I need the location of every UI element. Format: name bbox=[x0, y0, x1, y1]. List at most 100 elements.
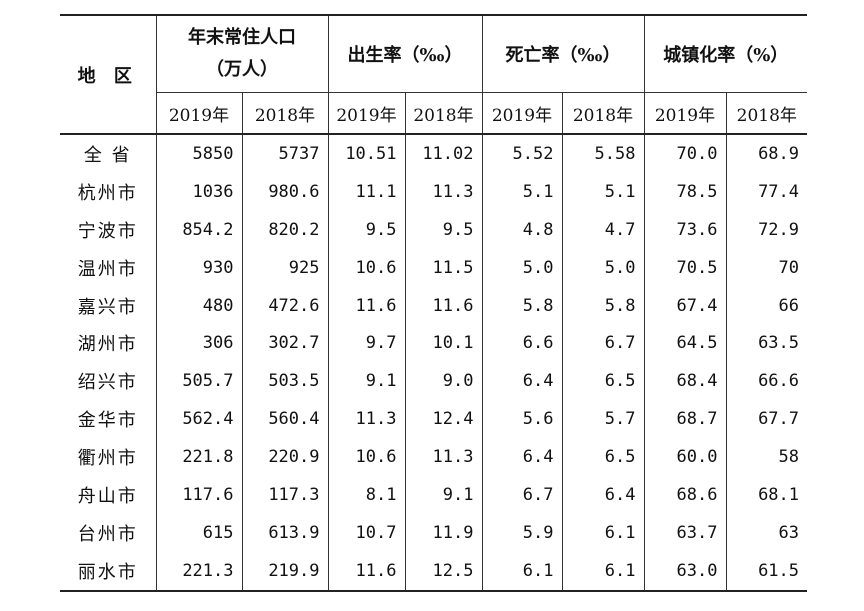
value-cell: 68.6 bbox=[644, 476, 727, 514]
value-cell: 78.5 bbox=[644, 172, 727, 211]
value-cell: 63.5 bbox=[758, 333, 800, 354]
region-column-header: 地 区 bbox=[60, 14, 157, 135]
region-cell: 嘉兴市 bbox=[60, 286, 157, 325]
value-cell: 6.7 bbox=[562, 324, 645, 363]
year-header: 2018年 bbox=[405, 92, 483, 135]
value-cell: 63 bbox=[778, 522, 800, 543]
value-cell: 5.7 bbox=[562, 400, 645, 439]
value-cell: 66 bbox=[778, 295, 800, 316]
value-cell: 5.58 bbox=[562, 134, 645, 173]
value-cell: 60.0 bbox=[644, 438, 727, 477]
value-cell: 68.7 bbox=[644, 400, 727, 439]
year-header: 2019年 bbox=[156, 92, 243, 135]
value-cell: 6.4 bbox=[482, 438, 563, 477]
value-cell: 930 bbox=[156, 248, 243, 287]
value-cell: 5.1 bbox=[562, 172, 645, 211]
value-cell: 4.8 bbox=[482, 210, 563, 249]
death-rate-group-header: 死亡率（‰） bbox=[482, 14, 645, 93]
year-header: 2018年 bbox=[562, 92, 645, 135]
birth-rate-group-header: 出生率（‰） bbox=[328, 14, 483, 93]
value-cell: 11.3 bbox=[405, 172, 483, 211]
region-cell: 温州市 bbox=[60, 248, 157, 287]
value-cell: 6.5 bbox=[562, 438, 645, 477]
value-cell: 6.1 bbox=[562, 551, 645, 592]
value-cell: 6.1 bbox=[482, 551, 563, 592]
value-cell: 505.7 bbox=[156, 362, 243, 401]
value-cell: 613.9 bbox=[242, 513, 329, 552]
year-header: 2019年 bbox=[644, 92, 727, 135]
table-body: 全 省 5850 5737 10.51 11.02 5.52 5.58 70.0 68.9 杭州市… bbox=[60, 134, 808, 592]
value-cell: 980.6 bbox=[242, 172, 329, 211]
value-cell: 11.9 bbox=[405, 513, 483, 552]
value-cell: 68.4 bbox=[644, 362, 727, 401]
value-cell: 67.7 bbox=[758, 409, 800, 430]
region-cell: 绍兴市 bbox=[60, 362, 157, 401]
table-row: 舟山市 117.6 117.3 8.1 9.1 6.7 6.4 68.6 68.1 bbox=[60, 476, 807, 514]
urbanization-group-header: 城镇化率（%） bbox=[644, 14, 808, 93]
value-cell: 5.8 bbox=[482, 286, 563, 325]
year-header: 2019年 bbox=[482, 92, 563, 135]
value-cell: 12.5 bbox=[405, 551, 483, 592]
value-cell: 6.7 bbox=[482, 476, 563, 514]
region-cell: 衢州市 bbox=[60, 438, 157, 477]
value-cell: 117.6 bbox=[156, 476, 243, 514]
value-cell: 306 bbox=[156, 324, 243, 363]
value-cell: 9.5 bbox=[405, 210, 483, 249]
table-header: 地 区 年末常住人口 （万人） 出生率（‰） 死亡率（‰） 城镇化率（%） 20… bbox=[60, 14, 808, 135]
value-cell: 10.51 bbox=[328, 134, 406, 173]
region-cell: 杭州市 bbox=[60, 172, 157, 211]
year-header: 2019年 bbox=[328, 92, 406, 135]
value-cell: 70.0 bbox=[644, 134, 727, 173]
table-row: 湖州市 306 302.7 9.7 10.1 6.6 6.7 64.5 63.5 bbox=[60, 324, 807, 363]
region-cell: 舟山市 bbox=[60, 476, 157, 514]
region-cell: 全 省 bbox=[60, 134, 157, 173]
value-cell: 73.6 bbox=[644, 210, 727, 249]
table-row: 宁波市 854.2 820.2 9.5 9.5 4.8 4.7 73.6 72.9 bbox=[60, 210, 807, 249]
value-cell: 11.3 bbox=[328, 400, 406, 439]
region-cell: 宁波市 bbox=[60, 210, 157, 249]
value-cell: 67.4 bbox=[644, 286, 727, 325]
value-cell: 5.1 bbox=[482, 172, 563, 211]
value-cell: 9.7 bbox=[328, 324, 406, 363]
value-cell: 562.4 bbox=[156, 400, 243, 439]
value-cell: 219.9 bbox=[242, 551, 329, 592]
value-cell: 9.1 bbox=[328, 362, 406, 401]
region-cell: 湖州市 bbox=[60, 324, 157, 363]
table-row: 温州市 930 925 10.6 11.5 5.0 5.0 70.5 70 bbox=[60, 248, 807, 287]
value-cell: 11.6 bbox=[328, 286, 406, 325]
value-cell: 221.3 bbox=[156, 551, 243, 592]
value-cell: 11.6 bbox=[328, 551, 406, 592]
value-cell: 117.3 bbox=[242, 476, 329, 514]
population-header-line1: 年末常住人口 bbox=[188, 27, 296, 48]
value-cell: 11.1 bbox=[328, 172, 406, 211]
value-cell: 6.5 bbox=[562, 362, 645, 401]
value-cell: 4.7 bbox=[562, 210, 645, 249]
population-header-line2: （万人） bbox=[206, 59, 278, 80]
value-cell: 70.5 bbox=[644, 248, 727, 287]
value-cell: 70 bbox=[778, 257, 800, 278]
value-cell: 503.5 bbox=[242, 362, 329, 401]
value-cell: 5737 bbox=[242, 134, 329, 173]
value-cell: 66.6 bbox=[758, 371, 800, 392]
region-cell: 台州市 bbox=[60, 513, 157, 552]
header-row-groups: 地 区 年末常住人口 （万人） 出生率（‰） 死亡率（‰） 城镇化率（%） bbox=[60, 14, 808, 135]
value-cell: 302.7 bbox=[242, 324, 329, 363]
value-cell: 5.9 bbox=[482, 513, 563, 552]
table-row: 全 省 5850 5737 10.51 11.02 5.52 5.58 70.0 68.9 bbox=[60, 134, 807, 173]
value-cell: 5.52 bbox=[482, 134, 563, 173]
value-cell: 12.4 bbox=[405, 400, 483, 439]
value-cell: 221.8 bbox=[156, 438, 243, 477]
value-cell: 61.5 bbox=[726, 551, 808, 592]
region-cell: 金华市 bbox=[60, 400, 157, 439]
table-row: 衢州市 221.8 220.9 10.6 11.3 6.4 6.5 60.0 58 bbox=[60, 438, 807, 477]
population-statistics-table: 地 区 年末常住人口 （万人） 出生率（‰） 死亡率（‰） 城镇化率（%） 20… bbox=[60, 14, 808, 592]
year-header: 2018年 bbox=[726, 92, 808, 135]
value-cell: 11.02 bbox=[405, 134, 483, 173]
value-cell: 8.1 bbox=[328, 476, 406, 514]
value-cell: 11.3 bbox=[405, 438, 483, 477]
table-row: 绍兴市 505.7 503.5 9.1 9.0 6.4 6.5 68.4 66.6 bbox=[60, 362, 807, 401]
value-cell: 58 bbox=[778, 447, 800, 468]
value-cell: 6.1 bbox=[562, 513, 645, 552]
value-cell: 68.1 bbox=[758, 484, 800, 505]
table-row: 嘉兴市 480 472.6 11.6 11.6 5.8 5.8 67.4 66 bbox=[60, 286, 807, 325]
